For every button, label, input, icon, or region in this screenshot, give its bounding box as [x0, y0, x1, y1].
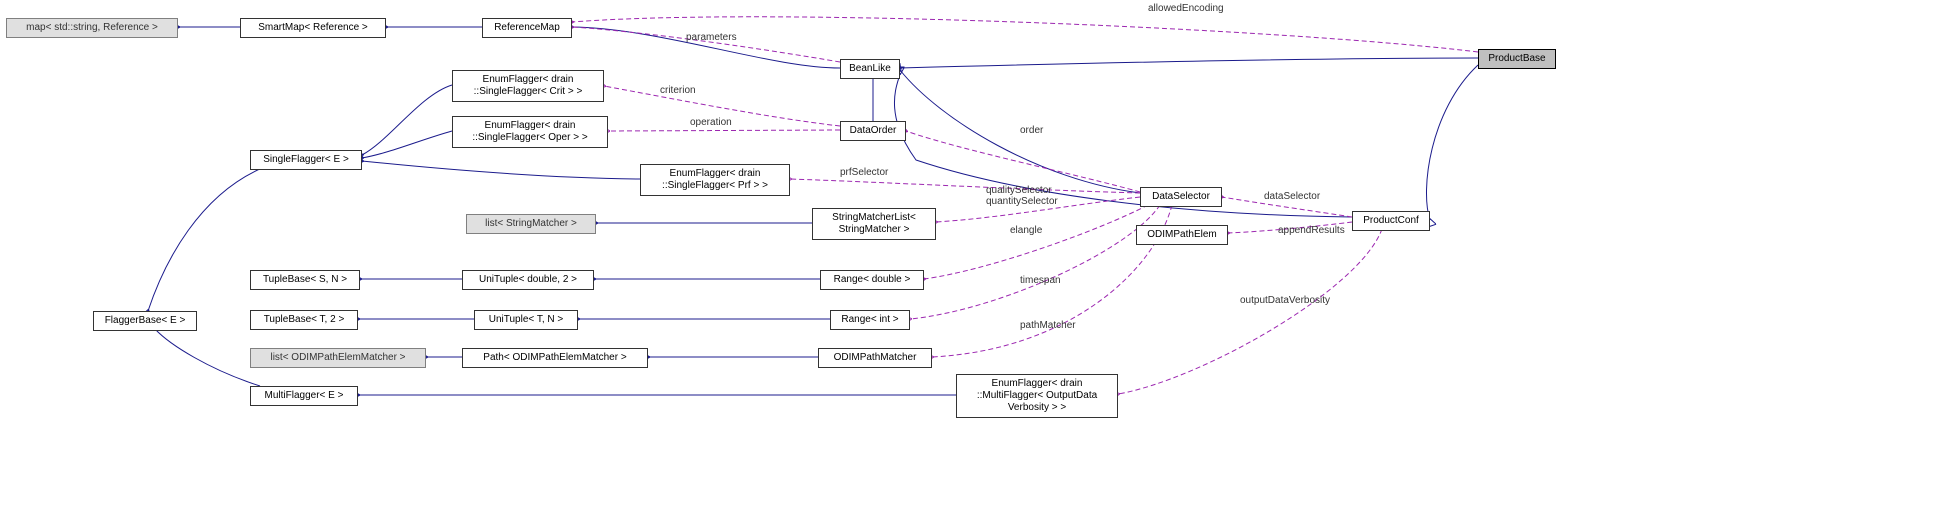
edge-efOper-singleFlaggerE — [362, 131, 452, 158]
edge-productConf-efOutVerb — [1118, 229, 1382, 394]
node-label: map< std::string, Reference > — [26, 22, 158, 34]
edge-dataSelector-rangeDouble — [924, 205, 1148, 279]
node-label: EnumFlagger< drain ::SingleFlagger< Crit… — [474, 74, 583, 98]
node-rangeInt: Range< int > — [830, 310, 910, 330]
edge-label-dataOrder-efCrit: criterion — [660, 85, 696, 96]
node-label: list< ODIMPathElemMatcher > — [270, 352, 405, 364]
edge-label-productConf-dataSelector: dataSelector — [1264, 191, 1320, 202]
edge-label-dataSelector-odimPathMatcher: pathMatcher — [1020, 320, 1076, 331]
edge-label-productBase-referenceMap: allowedEncoding — [1148, 3, 1224, 14]
node-label: ProductConf — [1363, 215, 1419, 227]
node-dataOrder: DataOrder — [840, 121, 906, 141]
node-smartMapRef: SmartMap< Reference > — [240, 18, 386, 38]
edge-dataSelector-efPrf — [790, 179, 1140, 193]
node-odimPathElem: ODIMPathElem — [1136, 225, 1228, 245]
node-label: MultiFlagger< E > — [265, 390, 344, 402]
node-label: UniTuple< double, 2 > — [479, 274, 577, 286]
node-dataSelector: DataSelector — [1140, 187, 1222, 207]
node-flaggerBaseE: FlaggerBase< E > — [93, 311, 197, 331]
node-label: EnumFlagger< drain ::MultiFlagger< Outpu… — [977, 378, 1097, 414]
node-singleFlaggerE: SingleFlagger< E > — [250, 150, 362, 170]
diagram-canvas: ProductBase ProductConf BeanLike DataSelect… — [0, 0, 1952, 515]
node-label: StringMatcherList< StringMatcher > — [832, 212, 916, 236]
node-tupleBaseSN: TupleBase< S, N > — [250, 270, 360, 290]
edge-label-dataSelector-strMatcherList: qualitySelector quantitySelector — [986, 185, 1058, 207]
edge-productBase-beanLike — [900, 58, 1478, 68]
node-label: Range< double > — [834, 274, 911, 286]
edge-multiFlaggerE-flaggerBaseE — [155, 329, 260, 386]
node-label: SmartMap< Reference > — [258, 22, 368, 34]
edge-dataOrder-efOper — [608, 130, 840, 131]
node-uniTupleD2: UniTuple< double, 2 > — [462, 270, 594, 290]
node-productConf: ProductConf — [1352, 211, 1430, 231]
node-mapStrRef: map< std::string, Reference > — [6, 18, 178, 38]
node-pathOdimMatcher: Path< ODIMPathElemMatcher > — [462, 348, 648, 368]
node-label: ReferenceMap — [494, 22, 560, 34]
edge-label-dataOrder-efOper: operation — [690, 117, 732, 128]
edge-singleFlaggerE-flaggerBaseE — [148, 168, 262, 311]
edge-productBase-productConf — [1426, 65, 1478, 220]
node-efPrf: EnumFlagger< drain ::SingleFlagger< Prf … — [640, 164, 790, 196]
edges-layer — [0, 0, 1952, 515]
edge-label-dataSelector-rangeInt: timespan — [1020, 275, 1061, 286]
node-efOper: EnumFlagger< drain ::SingleFlagger< Oper… — [452, 116, 608, 148]
edge-label-productConf-efOutVerb: outputDataVerbosity — [1240, 295, 1330, 306]
edge-label-dataSelector-dataOrder: order — [1020, 125, 1043, 136]
node-efOutVerb: EnumFlagger< drain ::MultiFlagger< Outpu… — [956, 374, 1118, 418]
node-label: SingleFlagger< E > — [263, 154, 349, 166]
node-label: BeanLike — [849, 63, 891, 75]
node-label: EnumFlagger< drain ::SingleFlagger< Prf … — [662, 168, 768, 192]
node-label: DataSelector — [1152, 191, 1210, 203]
edge-label-dataSelector-efPrf: prfSelector — [840, 167, 888, 178]
node-label: EnumFlagger< drain ::SingleFlagger< Oper… — [472, 120, 587, 144]
node-uniTupleTN: UniTuple< T, N > — [474, 310, 578, 330]
node-label: ODIMPathElem — [1147, 229, 1216, 241]
node-label: UniTuple< T, N > — [489, 314, 563, 326]
node-odimPathMatcher: ODIMPathMatcher — [818, 348, 932, 368]
node-beanLike: BeanLike — [840, 59, 900, 79]
node-label: DataOrder — [850, 125, 897, 137]
edge-dataSelector-rangeInt — [910, 205, 1160, 319]
node-listOdimMatcher: list< ODIMPathElemMatcher > — [250, 348, 426, 368]
node-label: ODIMPathMatcher — [834, 352, 917, 364]
node-label: TupleBase< T, 2 > — [264, 314, 345, 326]
node-label: Path< ODIMPathElemMatcher > — [483, 352, 626, 364]
node-productBase: ProductBase — [1478, 49, 1556, 69]
edge-efPrf-singleFlaggerE — [362, 161, 640, 179]
node-listStrMatcher: list< StringMatcher > — [466, 214, 596, 234]
node-strMatcherList: StringMatcherList< StringMatcher > — [812, 208, 936, 240]
edge-label-beanLike-referenceMap: parameters — [686, 32, 737, 43]
edge-label-dataSelector-rangeDouble: elangle — [1010, 225, 1042, 236]
node-referenceMap: ReferenceMap — [482, 18, 572, 38]
node-label: FlaggerBase< E > — [105, 315, 186, 327]
node-label: TupleBase< S, N > — [263, 274, 347, 286]
node-tupleBaseT2: TupleBase< T, 2 > — [250, 310, 358, 330]
node-label: ProductBase — [1488, 53, 1545, 65]
node-label: Range< int > — [841, 314, 898, 326]
node-multiFlaggerE: MultiFlagger< E > — [250, 386, 358, 406]
node-efCrit: EnumFlagger< drain ::SingleFlagger< Crit… — [452, 70, 604, 102]
node-label: list< StringMatcher > — [485, 218, 577, 230]
edge-dataSelector-dataOrder — [906, 131, 1140, 192]
edge-efCrit-singleFlaggerE — [362, 85, 452, 155]
edge-label-productConf-odimPathElem: appendResults — [1278, 225, 1345, 236]
node-rangeDouble: Range< double > — [820, 270, 924, 290]
